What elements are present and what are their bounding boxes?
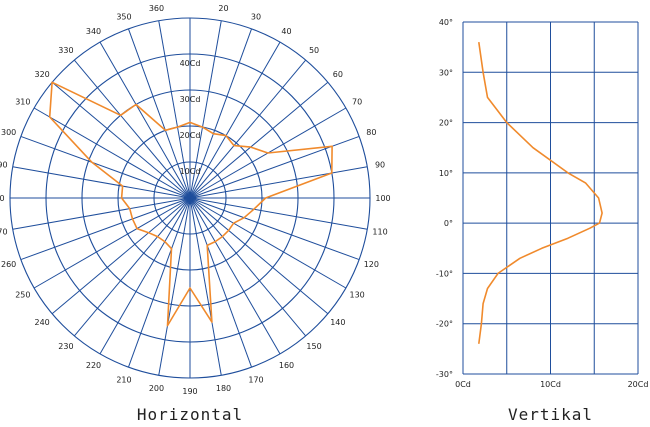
- polar-spoke: [158, 197, 191, 376]
- polar-angle-label: 260: [1, 260, 16, 269]
- polar-spoke: [51, 81, 191, 199]
- polar-angle-label: 90: [375, 160, 385, 169]
- polar-angle-label: 220: [86, 361, 101, 370]
- polar-spoke: [189, 166, 368, 199]
- polar-angle-label: 30: [251, 13, 261, 22]
- line-x-tick-label: 10Cd: [540, 380, 561, 389]
- polar-angle-label: 270: [0, 228, 8, 237]
- polar-angle-label: 180: [216, 384, 231, 393]
- polar-spoke: [189, 197, 307, 337]
- polar-angle-label: 170: [248, 375, 263, 384]
- line-chart-title: Vertikal: [508, 405, 593, 424]
- polar-angle-label: 190: [182, 387, 197, 396]
- polar-spoke: [12, 197, 191, 230]
- polar-angle-label: 210: [116, 375, 131, 384]
- line-x-tick-label: 20Cd: [628, 380, 649, 389]
- polar-spoke: [189, 197, 253, 368]
- polar-angle-label: 320: [35, 70, 50, 79]
- polar-angle-label: 240: [35, 318, 50, 327]
- polar-spoke: [189, 59, 307, 199]
- polar-angle-label: 330: [58, 46, 73, 55]
- polar-spoke: [73, 197, 191, 337]
- polar-spoke: [189, 197, 360, 261]
- polar-spoke: [189, 81, 329, 199]
- polar-angle-label: 350: [116, 13, 131, 22]
- polar-angle-label: 200: [149, 384, 164, 393]
- polar-spoke: [189, 28, 253, 199]
- polar-spoke: [20, 135, 191, 199]
- line-y-tick-label: 20°: [439, 119, 453, 128]
- polar-spoke: [127, 28, 191, 199]
- polar-angle-label: 50: [309, 46, 319, 55]
- polar-spoke: [189, 20, 222, 199]
- polar-radial-label: 20Cd: [180, 131, 201, 140]
- polar-angle-label: 230: [58, 342, 73, 351]
- polar-angle-label: 110: [372, 228, 387, 237]
- polar-angle-label: 150: [306, 342, 321, 351]
- polar-angle-label: 120: [364, 260, 379, 269]
- polar-angle-label: 20: [218, 4, 228, 13]
- polar-angle-label: 80: [366, 128, 376, 137]
- line-series-line: [478, 41, 603, 344]
- polar-spoke: [158, 20, 191, 199]
- polar-spoke: [73, 59, 191, 199]
- polar-angle-label: 60: [333, 70, 343, 79]
- polar-spoke: [189, 41, 281, 199]
- polar-spoke: [189, 197, 347, 289]
- polar-spoke: [127, 197, 191, 368]
- polar-spoke: [12, 166, 191, 199]
- polar-angle-label: 250: [15, 291, 30, 300]
- polar-spoke: [189, 197, 222, 376]
- polar-spoke: [99, 41, 191, 199]
- polar-angle-label: 160: [279, 361, 294, 370]
- polar-spoke: [189, 197, 329, 315]
- line-y-tick-label: -30°: [436, 370, 453, 379]
- polar-spoke: [51, 197, 191, 315]
- line-y-tick-label: -20°: [436, 320, 453, 329]
- line-y-tick-label: -10°: [436, 269, 453, 278]
- polar-spoke: [33, 197, 191, 289]
- polar-angle-label: 300: [1, 128, 16, 137]
- polar-chart-title: Horizontal: [137, 405, 243, 424]
- polar-angle-label: 40: [281, 27, 291, 36]
- polar-radial-label: 40Cd: [180, 59, 201, 68]
- polar-angle-label: 360: [149, 4, 164, 13]
- polar-spoke: [189, 197, 281, 355]
- polar-angle-label: 140: [330, 318, 345, 327]
- polar-angle-label: 130: [350, 291, 365, 300]
- polar-angle-label: 340: [86, 27, 101, 36]
- polar-spoke: [20, 197, 191, 261]
- polar-radial-label: 30Cd: [180, 95, 201, 104]
- polar-spoke: [189, 197, 368, 230]
- polar-angle-label: 290: [0, 160, 8, 169]
- polar-angle-label: 310: [15, 98, 30, 107]
- line-y-tick-label: 10°: [439, 169, 453, 178]
- line-x-tick-label: 0Cd: [455, 380, 471, 389]
- line-y-tick-label: 0°: [444, 219, 453, 228]
- polar-spoke: [33, 107, 191, 199]
- line-y-tick-label: 40°: [439, 18, 453, 27]
- polar-angle-label: 70: [352, 98, 362, 107]
- line-y-tick-label: 30°: [439, 68, 453, 77]
- polar-radial-label: 10Cd: [180, 167, 201, 176]
- polar-series-line: [48, 81, 333, 327]
- polar-angle-label: 280: [0, 194, 5, 203]
- polar-spoke: [99, 197, 191, 355]
- polar-angle-label: 100: [375, 194, 390, 203]
